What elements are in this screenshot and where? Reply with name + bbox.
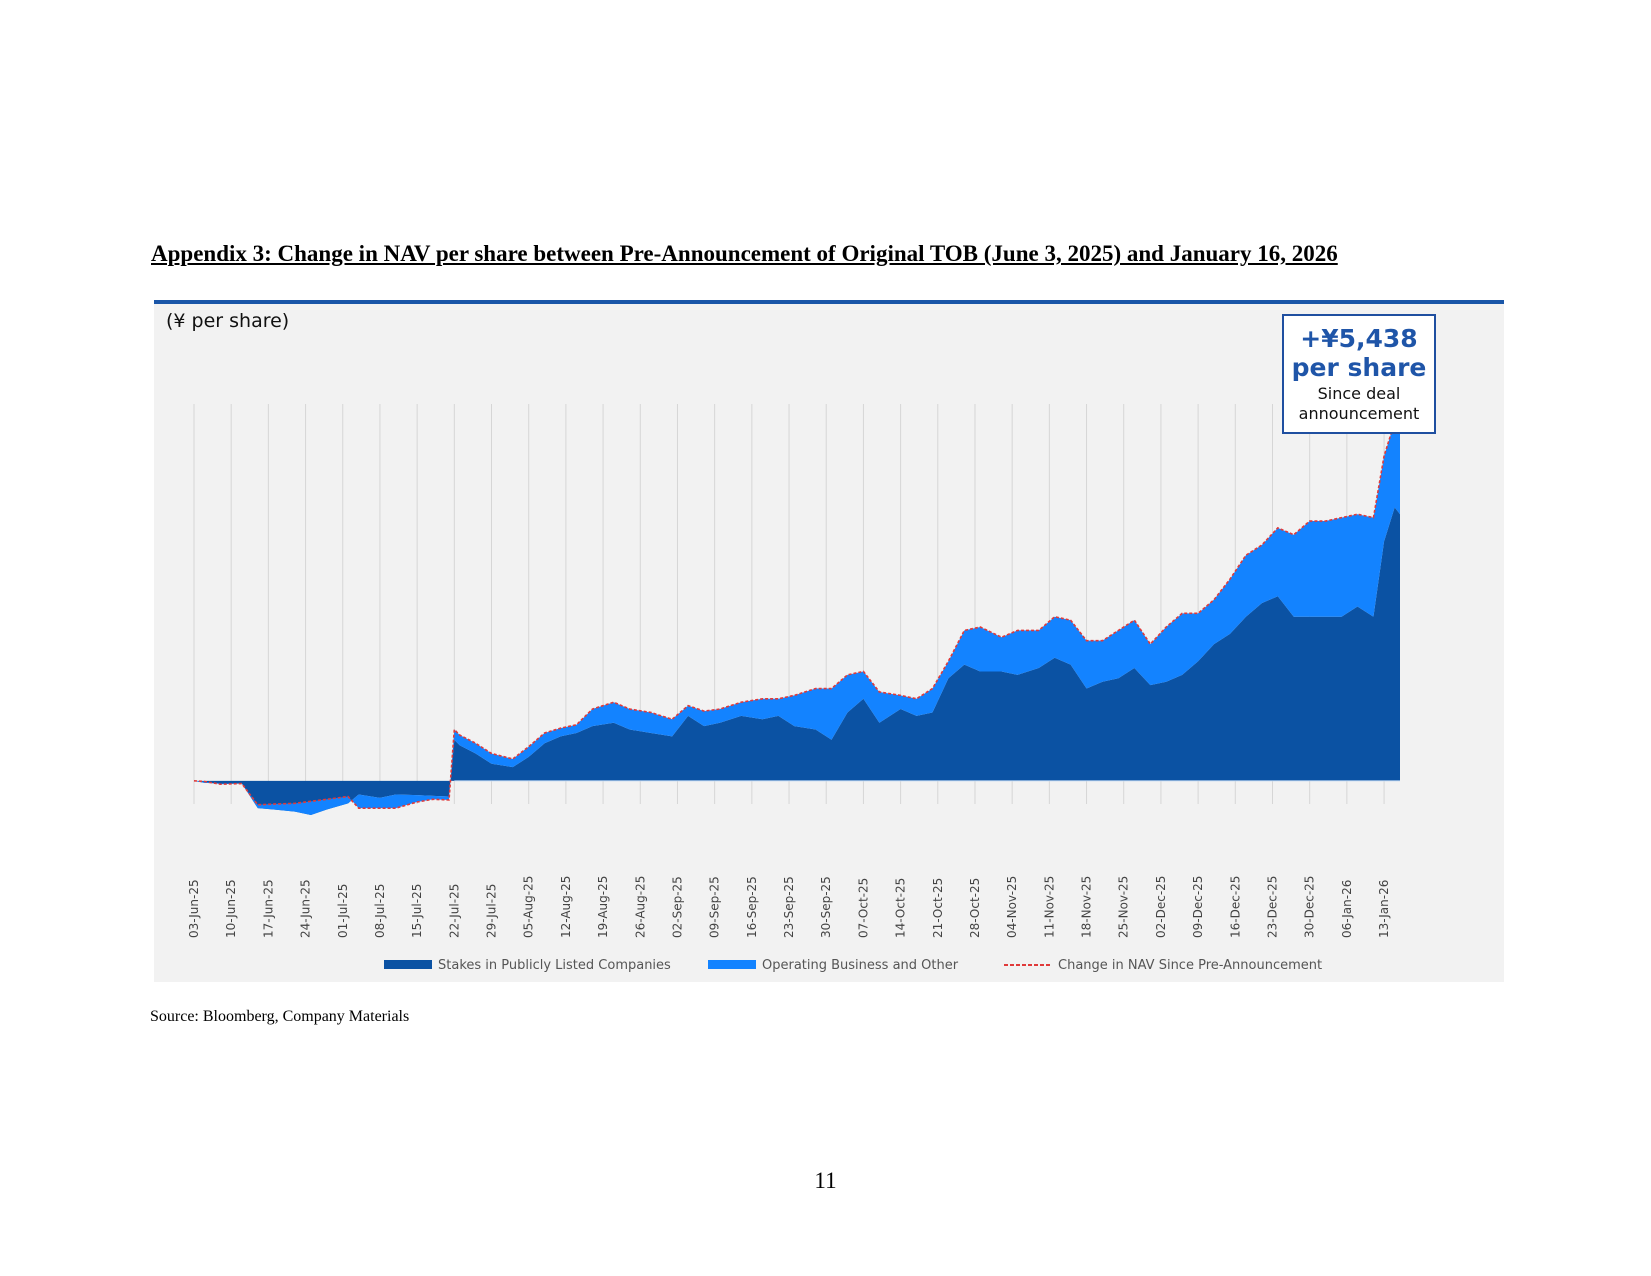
x-tick-label: 11-Nov-25: [1042, 876, 1056, 938]
appendix-heading: Appendix 3: Change in NAV per share betw…: [151, 241, 1338, 266]
x-tick-label: 28-Oct-25: [968, 878, 982, 938]
x-tick-label: 03-Jun-25: [187, 879, 201, 938]
x-tick-label: 19-Aug-25: [596, 876, 610, 938]
legend-label-listed: Stakes in Publicly Listed Companies: [438, 958, 671, 973]
x-tick-label: 30-Dec-25: [1303, 876, 1317, 938]
x-tick-label: 18-Nov-25: [1080, 876, 1094, 938]
x-tick-label: 02-Dec-25: [1154, 876, 1168, 938]
nav-chart-panel: 03-Jun-25 10-Jun-25 17-Jun-25 24-Jun-25 01-J…: [154, 300, 1504, 982]
x-tick-label: 12-Aug-25: [559, 876, 573, 938]
legend-label-nav: Change in NAV Since Pre-Announcement: [1058, 958, 1322, 973]
x-tick-label: 30-Sep-25: [819, 876, 833, 938]
x-tick-label: 05-Aug-25: [522, 876, 536, 938]
x-tick-label: 09-Sep-25: [708, 876, 722, 938]
nav-change-line: [193, 419, 1401, 809]
x-tick-label: 08-Jul-25: [373, 884, 387, 938]
page-number: 11: [814, 1168, 837, 1193]
x-tick-label: 21-Oct-25: [931, 878, 945, 938]
x-tick-label: 24-Jun-25: [299, 879, 313, 938]
x-tick-label: 02-Sep-25: [670, 876, 684, 938]
x-tick-label: 25-Nov-25: [1117, 876, 1131, 938]
x-tick-label: 07-Oct-25: [856, 878, 870, 938]
x-tick-label: 23-Dec-25: [1265, 876, 1279, 938]
listed-stakes-area: [194, 507, 1400, 815]
x-tick-label: 06-Jan-26: [1340, 880, 1354, 938]
legend-label-operating: Operating Business and Other: [762, 958, 959, 973]
x-tick-label: 13-Jan-26: [1377, 880, 1391, 938]
x-tick-label: 26-Aug-25: [633, 876, 647, 938]
legend-swatch-listed: [384, 960, 432, 969]
x-tick-label: 09-Dec-25: [1191, 876, 1205, 938]
x-tick-label: 14-Oct-25: [894, 878, 908, 938]
x-tick-label: 16-Dec-25: [1228, 876, 1242, 938]
x-tick-label: 17-Jun-25: [261, 879, 275, 938]
nav-chart: 03-Jun-25 10-Jun-25 17-Jun-25 24-Jun-25 01-J…: [187, 404, 1401, 973]
nav-change-callout: +¥5,438 per share Since deal announcemen…: [1282, 314, 1436, 434]
x-tick-label: 01-Jul-25: [336, 884, 350, 938]
callout-headline: +¥5,438 per share: [1291, 324, 1427, 382]
y-unit-label: (¥ per share): [166, 310, 290, 332]
legend-swatch-operating: [708, 960, 756, 969]
source-note: Source: Bloomberg, Company Materials: [150, 1008, 410, 1025]
x-tick-label: 10-Jun-25: [224, 879, 238, 938]
x-tick-label: 22-Jul-25: [447, 884, 461, 938]
x-tick-label: 23-Sep-25: [782, 876, 796, 938]
x-tick-label: 29-Jul-25: [485, 884, 499, 938]
x-tick-label: 15-Jul-25: [410, 884, 424, 938]
x-tick-label: 16-Sep-25: [745, 876, 759, 938]
callout-subtext: Since deal announcement: [1298, 384, 1420, 423]
x-tick-label: 04-Nov-25: [1005, 876, 1019, 938]
